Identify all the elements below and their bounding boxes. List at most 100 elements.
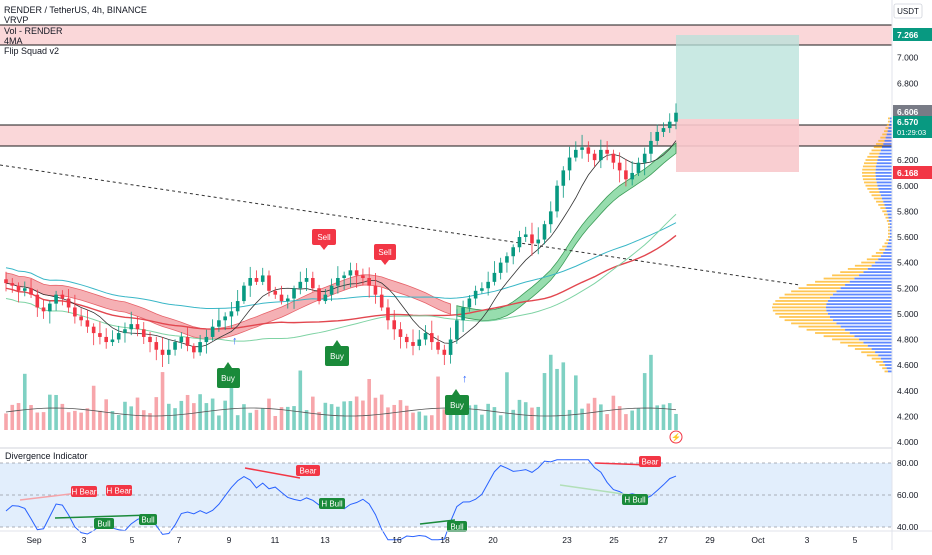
candle-body bbox=[279, 294, 284, 302]
price-tick: 4.800 bbox=[897, 335, 919, 345]
supply-zone-upper bbox=[0, 25, 892, 45]
candle-body bbox=[29, 288, 33, 295]
profile-bar-up bbox=[884, 139, 892, 142]
profile-bar-up bbox=[889, 120, 892, 123]
profile-bar-down bbox=[791, 290, 837, 293]
indicator-flip-squad[interactable]: Flip Squad v2 bbox=[4, 46, 59, 56]
svg-text:Buy: Buy bbox=[221, 374, 235, 383]
candle-body bbox=[586, 147, 591, 154]
profile-bar-up bbox=[887, 213, 892, 216]
profile-bar-up bbox=[883, 143, 892, 145]
profile-bar-up bbox=[875, 171, 892, 174]
profile-bar-down bbox=[885, 216, 889, 219]
volume-bar bbox=[242, 404, 246, 430]
profile-bar-down bbox=[864, 162, 877, 165]
profile-bar-up bbox=[889, 123, 892, 126]
profile-bar-down bbox=[784, 293, 833, 296]
time-tick: 20 bbox=[488, 535, 498, 545]
candle-body bbox=[354, 270, 359, 276]
volume-bar bbox=[455, 408, 459, 430]
time-tick: 23 bbox=[562, 535, 572, 545]
arrow-up-icon: ↑ bbox=[232, 335, 238, 347]
profile-bar-up bbox=[887, 130, 892, 133]
profile-bar-down bbox=[876, 200, 884, 203]
profile-bar-down bbox=[887, 223, 890, 225]
profile-bar-up bbox=[875, 168, 892, 171]
profile-bar-down bbox=[815, 280, 850, 283]
trendline[interactable] bbox=[0, 164, 801, 286]
indicator-vol[interactable]: Vol - RENDER bbox=[4, 26, 63, 36]
candle-body bbox=[148, 336, 152, 343]
profile-bar-up bbox=[875, 261, 892, 264]
flip-ribbon-bull bbox=[456, 142, 677, 321]
indicator-vrvp[interactable]: VRVP bbox=[4, 15, 28, 25]
volume-bar bbox=[29, 405, 33, 430]
volume-bar bbox=[667, 403, 672, 430]
svg-text:6.168: 6.168 bbox=[897, 168, 919, 178]
time-tick: 3 bbox=[82, 535, 87, 545]
position-target-box[interactable] bbox=[676, 35, 799, 119]
profile-bar-up bbox=[885, 207, 892, 209]
profile-bar-down bbox=[882, 210, 887, 213]
time-tick: 9 bbox=[227, 535, 232, 545]
candle-body bbox=[523, 234, 528, 237]
sell-signal-2: Sell bbox=[374, 244, 396, 265]
candle-body bbox=[536, 239, 541, 244]
candle-body bbox=[348, 270, 353, 276]
profile-bar-up bbox=[876, 178, 892, 181]
candle-body bbox=[104, 336, 108, 343]
volume-bar bbox=[48, 394, 52, 430]
svg-text:6.570: 6.570 bbox=[897, 117, 919, 127]
volume-bar bbox=[574, 375, 578, 430]
volume-bar bbox=[661, 404, 666, 430]
candle-body bbox=[655, 131, 660, 141]
position-stop-box[interactable] bbox=[676, 119, 799, 172]
volume-bar bbox=[404, 405, 409, 430]
svg-text:Bear: Bear bbox=[642, 458, 659, 467]
candle-body bbox=[260, 275, 265, 282]
svg-text:H Bull: H Bull bbox=[321, 500, 343, 509]
profile-bar-down bbox=[884, 370, 888, 373]
currency-button[interactable] bbox=[893, 3, 923, 19]
profile-bar-down bbox=[883, 213, 888, 216]
profile-bar-up bbox=[849, 332, 892, 334]
profile-bar-down bbox=[886, 239, 889, 242]
candle-body bbox=[448, 339, 453, 355]
bear-label-2: Bear bbox=[639, 456, 661, 467]
profile-bar-up bbox=[885, 136, 892, 139]
time-axis[interactable]: Sep 3 5 7 9 11 13 16 18 20 23 25 27 29 Oct 3 5 bbox=[26, 535, 857, 545]
volume-bar bbox=[649, 354, 653, 430]
candle-body bbox=[605, 149, 609, 154]
profile-bar-up bbox=[881, 146, 892, 149]
volume-bar bbox=[317, 411, 321, 430]
candle-body bbox=[141, 329, 146, 337]
profile-bar-up bbox=[876, 165, 892, 168]
candle-body bbox=[204, 336, 209, 343]
bull-divergence-line bbox=[419, 519, 456, 525]
volume-bar bbox=[248, 412, 253, 430]
symbol-title[interactable]: RENDER / TetherUS, 4h, BINANCE bbox=[4, 5, 147, 15]
profile-bar-up bbox=[840, 325, 892, 328]
profile-bar-down bbox=[798, 325, 841, 328]
candle-body bbox=[298, 281, 303, 289]
candle-body bbox=[367, 278, 371, 286]
profile-bar-down bbox=[887, 120, 890, 123]
profile-bar-down bbox=[885, 127, 889, 129]
candle-body bbox=[530, 234, 534, 244]
svg-text:Sell: Sell bbox=[317, 233, 331, 242]
volume-bar bbox=[173, 408, 177, 430]
profile-bar-down bbox=[886, 219, 890, 222]
profile-bar-down bbox=[832, 274, 860, 277]
volume-bar bbox=[41, 412, 46, 430]
candle-body bbox=[542, 224, 547, 240]
profile-bar-up bbox=[829, 316, 892, 318]
volume-bar bbox=[348, 401, 353, 430]
hbear-label-2: H Bear bbox=[106, 485, 132, 496]
candle-body bbox=[192, 345, 196, 353]
volume-bar bbox=[354, 396, 359, 430]
volume-bar bbox=[98, 410, 102, 430]
indicator-4ma[interactable]: 4MA bbox=[4, 36, 23, 46]
svg-text:7.266: 7.266 bbox=[897, 30, 919, 40]
profile-bar-up bbox=[887, 370, 892, 373]
price-axis[interactable] bbox=[892, 0, 932, 550]
